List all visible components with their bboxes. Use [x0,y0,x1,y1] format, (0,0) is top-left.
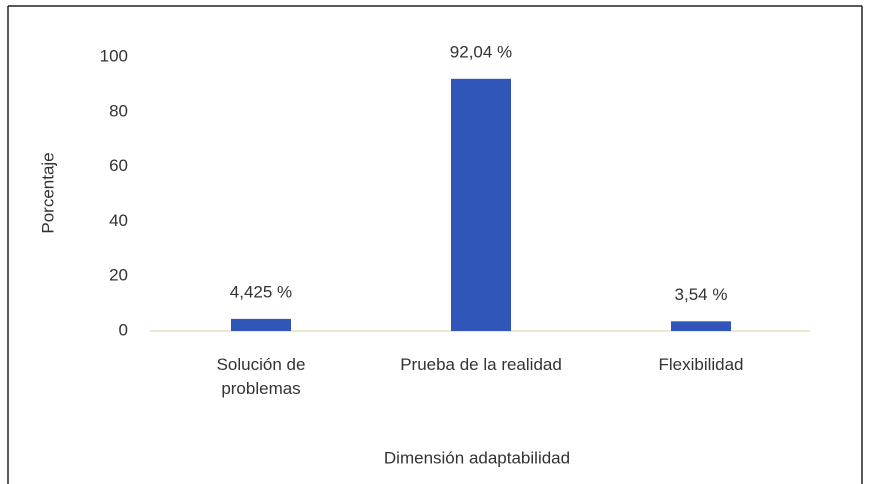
data-label: 3,54 % [675,285,728,304]
y-tick-label: 80 [109,101,128,120]
data-label: 4,425 % [230,282,292,301]
y-tick-label: 20 [109,266,128,285]
bar [671,321,731,331]
x-tick-label: Flexibilidad [658,355,744,374]
y-tick-label: 40 [109,211,128,230]
x-axis-label: Dimensión adaptabilidad [384,448,570,467]
y-tick-label: 100 [100,46,128,65]
data-label: 92,04 % [450,42,512,61]
x-tick-label: Prueba de la realidad [400,355,562,374]
y-axis-label: Porcentaje [38,152,57,233]
x-tick-label: Solución de problemas [216,355,306,398]
bar [451,78,511,332]
y-tick-label: 0 [119,320,128,339]
bar [231,318,291,331]
y-tick-label: 60 [109,156,128,175]
